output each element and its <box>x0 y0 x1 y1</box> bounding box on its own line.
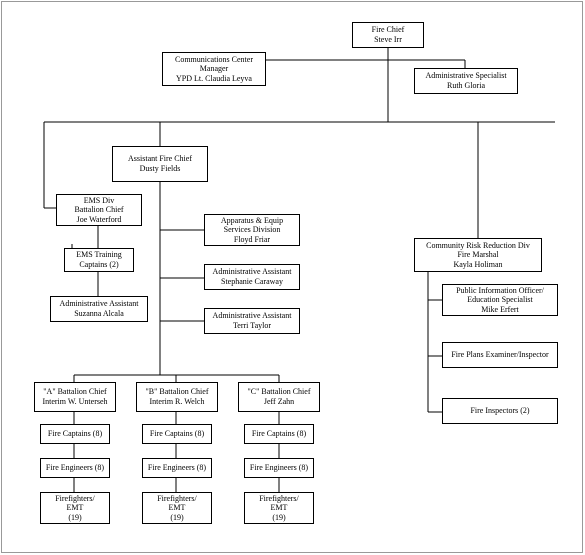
label: Fire Captains (8) <box>48 429 102 439</box>
label: Fire Engineers (8) <box>250 463 308 473</box>
label: (19) <box>68 513 81 523</box>
label: Firefighters/ <box>157 494 197 504</box>
node-comm-risk: Community Risk Reduction Div Fire Marsha… <box>414 238 542 272</box>
label: Administrative Specialist <box>425 71 506 81</box>
node-pio: Public Information Officer/ Education Sp… <box>442 284 558 316</box>
node-admin-asst-sa: Administrative Assistant Suzanna Alcala <box>50 296 148 322</box>
label: Battalion Chief <box>74 205 123 215</box>
label: Fire Marshal <box>457 250 498 260</box>
label: "B" Battalion Chief <box>146 387 209 397</box>
label: Interim R. Welch <box>150 397 205 407</box>
node-batt-b: "B" Battalion Chief Interim R. Welch <box>136 382 218 412</box>
label: Joe Waterford <box>77 215 122 225</box>
node-captains-b: Fire Captains (8) <box>142 424 212 444</box>
label: Jeff Zahn <box>264 397 294 407</box>
node-plans-examiner: Fire Plans Examiner/Inspector <box>442 342 558 368</box>
label: EMS Training <box>76 250 122 260</box>
label: EMS Div <box>84 196 114 206</box>
label: Community Risk Reduction Div <box>426 241 530 251</box>
label: YPD Lt. Claudia Leyva <box>176 74 252 84</box>
label: Administrative Assistant <box>213 267 292 277</box>
label: Manager <box>200 64 228 74</box>
node-admin-spec: Administrative Specialist Ruth Gloria <box>414 68 518 94</box>
node-batt-c: "C" Battalion Chief Jeff Zahn <box>238 382 320 412</box>
label: Stephanie Caraway <box>221 277 283 287</box>
label: Steve Irr <box>374 35 402 45</box>
node-engineers-c: Fire Engineers (8) <box>244 458 314 478</box>
label: "A" Battalion Chief <box>43 387 106 397</box>
label: Suzanna Alcala <box>74 309 124 319</box>
label: Floyd Friar <box>234 235 270 245</box>
node-captains-a: Fire Captains (8) <box>40 424 110 444</box>
node-captains-c: Fire Captains (8) <box>244 424 314 444</box>
label: Ruth Gloria <box>447 81 485 91</box>
node-engineers-b: Fire Engineers (8) <box>142 458 212 478</box>
label: Captains (2) <box>79 260 118 270</box>
label: Fire Engineers (8) <box>46 463 104 473</box>
label: Fire Captains (8) <box>150 429 204 439</box>
label: Fire Engineers (8) <box>148 463 206 473</box>
label: Education Specialist <box>467 295 533 305</box>
node-ff-c: Firefighters/ EMT (19) <box>244 492 314 524</box>
label: Administrative Assistant <box>60 299 139 309</box>
label: (19) <box>272 513 285 523</box>
label: Fire Plans Examiner/Inspector <box>451 350 548 360</box>
node-fire-inspectors: Fire Inspectors (2) <box>442 398 558 424</box>
label: EMT <box>169 503 186 513</box>
node-ff-b: Firefighters/ EMT (19) <box>142 492 212 524</box>
label: Mike Erfert <box>481 305 519 315</box>
node-comm-center: Communications Center Manager YPD Lt. Cl… <box>162 52 266 86</box>
node-ems-training: EMS Training Captains (2) <box>64 248 134 272</box>
label: Firefighters/ <box>55 494 95 504</box>
node-batt-a: "A" Battalion Chief Interim W. Unterseh <box>34 382 116 412</box>
label: Administrative Assistant <box>213 311 292 321</box>
label: Services Division <box>224 225 281 235</box>
label: EMT <box>67 503 84 513</box>
label: EMT <box>271 503 288 513</box>
node-fire-chief: Fire Chief Steve Irr <box>352 22 424 48</box>
label: Fire Inspectors (2) <box>470 406 529 416</box>
label: (19) <box>170 513 183 523</box>
label: "C" Battalion Chief <box>248 387 311 397</box>
label: Assistant Fire Chief <box>128 154 192 164</box>
label: Public Information Officer/ <box>456 286 544 296</box>
label: Fire Chief <box>372 25 405 35</box>
node-ff-a: Firefighters/ EMT (19) <box>40 492 110 524</box>
node-admin-asst-tt: Administrative Assistant Terri Taylor <box>204 308 300 334</box>
node-admin-asst-sc: Administrative Assistant Stephanie Caraw… <box>204 264 300 290</box>
label: Dusty Fields <box>140 164 181 174</box>
label: Apparatus & Equip <box>221 216 283 226</box>
label: Firefighters/ <box>259 494 299 504</box>
label: Communications Center <box>175 55 253 65</box>
label: Fire Captains (8) <box>252 429 306 439</box>
label: Kayla Holiman <box>453 260 502 270</box>
label: Interim W. Unterseh <box>42 397 107 407</box>
node-engineers-a: Fire Engineers (8) <box>40 458 110 478</box>
label: Terri Taylor <box>233 321 271 331</box>
node-ems-div: EMS Div Battalion Chief Joe Waterford <box>56 194 142 226</box>
node-apparatus: Apparatus & Equip Services Division Floy… <box>204 214 300 246</box>
node-asst-chief: Assistant Fire Chief Dusty Fields <box>112 146 208 182</box>
